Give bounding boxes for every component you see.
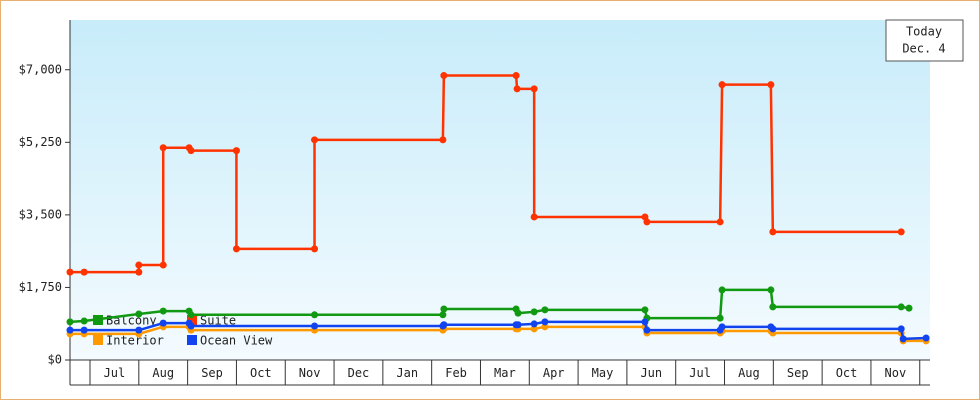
data-point xyxy=(80,326,88,334)
today-date: Dec. 4 xyxy=(902,42,945,56)
data-point xyxy=(769,325,777,333)
data-point xyxy=(66,268,74,276)
data-point xyxy=(514,321,522,329)
data-point xyxy=(159,319,167,327)
data-point xyxy=(530,85,538,93)
x-tick-label: May xyxy=(592,366,614,380)
data-point xyxy=(897,303,905,311)
x-tick-label: Nov xyxy=(299,366,321,380)
data-point xyxy=(541,323,549,331)
data-point xyxy=(769,303,777,311)
data-point xyxy=(641,318,649,326)
x-tick-label: Aug xyxy=(738,366,760,380)
x-tick-label: Jul xyxy=(689,366,711,380)
legend-swatch xyxy=(187,335,197,345)
data-point xyxy=(66,326,74,334)
data-point xyxy=(159,144,167,152)
y-tick-label: $0 xyxy=(48,353,62,367)
data-point xyxy=(187,147,195,155)
data-point xyxy=(716,218,724,226)
data-point xyxy=(439,136,447,144)
data-point xyxy=(135,326,143,334)
x-tick-label: Aug xyxy=(152,366,174,380)
data-point xyxy=(643,218,651,226)
data-point xyxy=(440,321,448,329)
data-point xyxy=(187,311,195,319)
data-point xyxy=(159,307,167,315)
today-box xyxy=(885,19,964,62)
x-tick-label: Mar xyxy=(494,366,516,380)
data-point xyxy=(718,81,726,89)
data-point xyxy=(716,314,724,322)
data-point xyxy=(66,318,74,326)
legend-label: Interior xyxy=(106,334,164,348)
x-tick-label: Jan xyxy=(396,366,418,380)
legend-label: Ocean View xyxy=(200,334,273,348)
data-point xyxy=(530,325,538,333)
data-point xyxy=(643,326,651,334)
y-tick-label: $1,750 xyxy=(19,280,62,294)
data-point xyxy=(232,245,240,253)
data-point xyxy=(80,317,88,325)
x-tick-label: Sep xyxy=(787,366,809,380)
data-point xyxy=(897,325,905,333)
data-point xyxy=(311,311,319,319)
data-point xyxy=(530,308,538,316)
data-point xyxy=(530,213,538,221)
data-point xyxy=(767,286,775,294)
y-tick-label: $5,250 xyxy=(19,135,62,149)
data-point xyxy=(135,268,143,276)
data-point xyxy=(541,318,549,326)
x-tick-label: Apr xyxy=(543,366,565,380)
data-point xyxy=(905,304,913,312)
x-tick-label: Oct xyxy=(250,366,272,380)
data-point xyxy=(922,334,930,342)
data-point xyxy=(513,85,521,93)
y-tick-label: $3,500 xyxy=(19,207,62,221)
legend-swatch xyxy=(187,315,197,325)
data-point xyxy=(514,309,522,317)
data-point xyxy=(767,81,775,89)
data-point xyxy=(311,136,319,144)
data-point xyxy=(135,310,143,318)
data-point xyxy=(232,147,240,155)
legend-label: Suite xyxy=(200,314,236,328)
data-point xyxy=(530,320,538,328)
data-point xyxy=(512,72,520,80)
data-point xyxy=(641,306,649,314)
data-point xyxy=(187,322,195,330)
data-point xyxy=(159,261,167,269)
data-point xyxy=(311,245,319,253)
data-point xyxy=(440,72,448,80)
data-point xyxy=(718,286,726,294)
data-point xyxy=(439,311,447,319)
x-tick-label: Oct xyxy=(836,366,858,380)
data-point xyxy=(769,228,777,236)
data-point xyxy=(897,228,905,236)
data-point xyxy=(135,261,143,269)
today-label: Today xyxy=(906,25,942,39)
data-point xyxy=(899,335,907,343)
x-tick-label: Jul xyxy=(104,366,126,380)
x-tick-label: Sep xyxy=(201,366,223,380)
y-tick-label: $7,000 xyxy=(19,62,62,76)
data-point xyxy=(440,305,448,313)
x-tick-label: Dec xyxy=(348,366,370,380)
data-point xyxy=(541,306,549,314)
data-point xyxy=(718,323,726,331)
legend-swatch xyxy=(93,335,103,345)
x-tick-label: Nov xyxy=(885,366,907,380)
data-point xyxy=(80,268,88,276)
x-tick-label: Feb xyxy=(445,366,467,380)
data-point xyxy=(311,322,319,330)
x-tick-label: Jun xyxy=(640,366,662,380)
